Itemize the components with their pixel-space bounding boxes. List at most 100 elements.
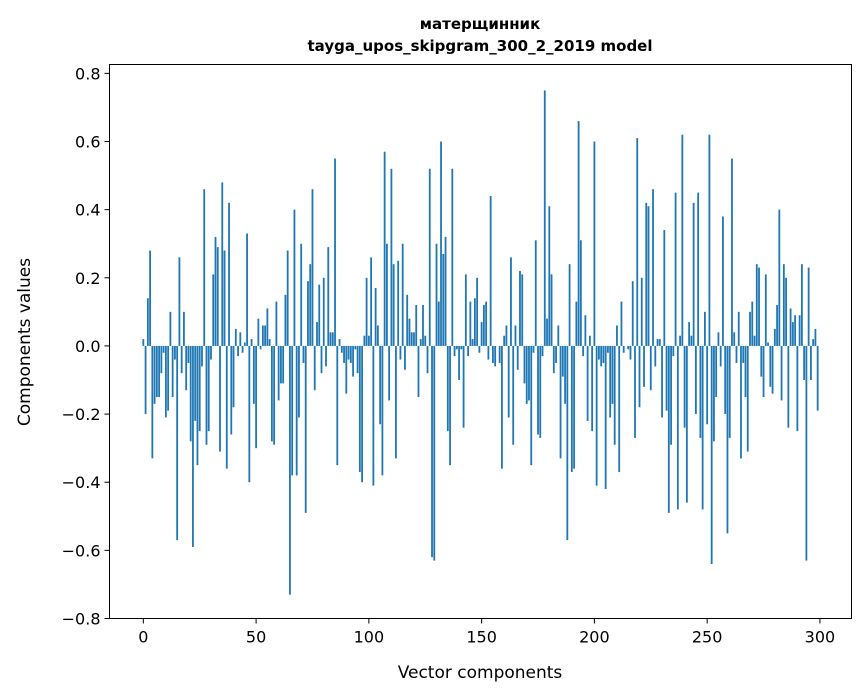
bar-188 xyxy=(566,345,569,541)
bar-41 xyxy=(234,328,237,346)
bar-187 xyxy=(564,345,566,404)
bar-234 xyxy=(670,345,672,445)
bar-272 xyxy=(755,264,758,346)
bar-223 xyxy=(645,202,648,346)
bar-296 xyxy=(810,345,812,381)
bar-205 xyxy=(604,345,607,490)
bar-36 xyxy=(223,250,226,346)
bar-108 xyxy=(386,243,388,346)
bar-98 xyxy=(363,335,366,346)
bar-244 xyxy=(692,202,695,346)
bar-270 xyxy=(751,301,754,346)
bar-191 xyxy=(573,345,575,469)
bar-8 xyxy=(160,345,163,374)
bar-260 xyxy=(728,345,731,438)
bar-235 xyxy=(672,345,675,357)
bar-40 xyxy=(232,345,235,408)
bar-114 xyxy=(399,345,402,360)
bar-285 xyxy=(785,277,787,346)
bar-134 xyxy=(444,236,447,346)
bar-224 xyxy=(647,206,650,346)
bar-64 xyxy=(286,250,289,346)
bar-104 xyxy=(376,325,379,346)
bar-105 xyxy=(379,345,382,425)
bar-79 xyxy=(320,345,323,374)
bar-278 xyxy=(769,345,772,387)
bar-86 xyxy=(336,345,339,466)
bar-49 xyxy=(252,345,255,404)
bar-163 xyxy=(510,257,512,346)
bar-110 xyxy=(390,168,393,346)
x-tick-label: 150 xyxy=(466,628,497,647)
bar-210 xyxy=(616,325,618,346)
bar-178 xyxy=(543,90,546,346)
bar-294 xyxy=(805,345,808,561)
bar-254 xyxy=(715,345,718,398)
bar-256 xyxy=(719,345,722,367)
bar-92 xyxy=(349,345,352,363)
bar-1 xyxy=(144,345,147,415)
y-axis-label: Components values xyxy=(15,258,35,426)
bar-81 xyxy=(325,345,327,367)
bar-203 xyxy=(600,345,603,367)
bar-94 xyxy=(354,345,357,350)
bar-103 xyxy=(374,288,377,346)
chart-title-line-2: tayga_upos_skipgram_300_2_2019 model xyxy=(308,37,653,55)
bar-252 xyxy=(710,345,713,564)
bar-95 xyxy=(356,345,359,374)
bar-250 xyxy=(706,345,709,425)
bar-247 xyxy=(699,345,702,438)
bar-169 xyxy=(523,345,526,384)
bar-292 xyxy=(800,264,803,346)
y-tick-label: 0.0 xyxy=(75,337,100,356)
bar-112 xyxy=(395,345,397,459)
bar-39 xyxy=(230,345,233,435)
bar-248 xyxy=(701,345,704,510)
bar-129 xyxy=(433,345,436,561)
bar-55 xyxy=(266,308,269,346)
bar-279 xyxy=(771,345,774,394)
bar-34 xyxy=(219,345,221,452)
bar-101 xyxy=(370,257,373,346)
x-axis-label: Vector components xyxy=(398,663,563,683)
x-tick-label: 50 xyxy=(246,628,266,647)
bar-171 xyxy=(528,345,530,401)
bar-113 xyxy=(397,260,400,346)
bar-228 xyxy=(656,339,659,346)
bar-76 xyxy=(313,345,316,391)
bar-265 xyxy=(740,345,742,459)
bar-147 xyxy=(473,298,476,346)
x-tick-label: 100 xyxy=(354,628,385,647)
bar-58 xyxy=(273,345,276,445)
bar-218 xyxy=(634,345,636,438)
bar-282 xyxy=(778,209,781,346)
y-tick-label: −0.2 xyxy=(62,405,101,424)
bar-225 xyxy=(649,345,652,391)
bar-143 xyxy=(464,274,467,346)
bar-195 xyxy=(582,345,585,357)
bar-52 xyxy=(259,345,262,350)
bar-209 xyxy=(613,345,616,445)
bar-179 xyxy=(546,318,548,346)
bar-175 xyxy=(537,345,539,435)
bar-138 xyxy=(453,345,456,357)
y-tick-label: 0.8 xyxy=(75,64,100,83)
bar-181 xyxy=(550,274,553,346)
bar-246 xyxy=(697,192,700,346)
bar-93 xyxy=(352,345,354,377)
bar-30 xyxy=(210,345,212,360)
bar-168 xyxy=(521,274,524,346)
bar-215 xyxy=(627,345,630,350)
bar-31 xyxy=(212,274,215,346)
bar-238 xyxy=(679,335,681,346)
bar-165 xyxy=(514,325,517,346)
bar-116 xyxy=(404,345,406,370)
bar-45 xyxy=(243,342,246,346)
bar-137 xyxy=(451,168,454,346)
bar-149 xyxy=(478,345,481,353)
bar-199 xyxy=(591,345,594,432)
bar-167 xyxy=(519,270,521,346)
bar-123 xyxy=(419,339,422,346)
bar-67 xyxy=(293,209,296,346)
bar-196 xyxy=(584,315,587,346)
